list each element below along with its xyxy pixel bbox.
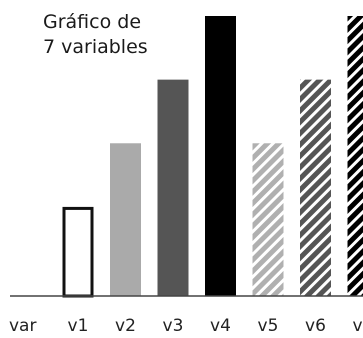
x-tick-label-v5: v5 <box>258 316 279 336</box>
chart-title-line-2: 7 variables <box>43 36 148 58</box>
chart-title: Gráfico de 7 variables <box>43 11 148 58</box>
x-tick-label-v7: v7 <box>353 316 363 336</box>
bar-v5 <box>252 143 284 296</box>
x-tick-label-v3: v3 <box>163 316 184 336</box>
x-tick-label-v2: v2 <box>115 316 136 336</box>
x-tick-label-v4: v4 <box>210 316 231 336</box>
bars-group <box>62 16 363 298</box>
x-tick-labels: var v1 v2 v3 v4 v5 v6 v7 <box>9 316 363 336</box>
x-tick-label-v1: v1 <box>68 316 89 336</box>
x-axis-name: var <box>9 316 36 336</box>
bar-v1 <box>62 206 94 298</box>
bar-v3 <box>157 79 189 297</box>
x-tick-label-v6: v6 <box>305 316 326 336</box>
bar-v4 <box>205 16 236 296</box>
chart-title-line-1: Gráfico de <box>43 11 141 33</box>
bar-v2 <box>110 143 141 296</box>
bar-v7 <box>347 16 363 296</box>
bar-v6 <box>300 79 331 297</box>
